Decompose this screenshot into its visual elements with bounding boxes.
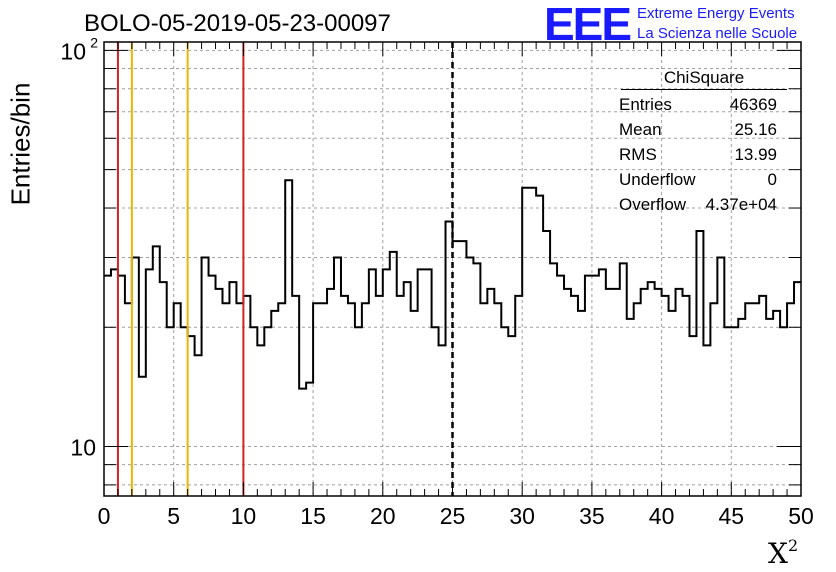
stats-row-overflow: Overflow 4.37e+04	[619, 195, 777, 214]
x-tick-label: 5	[167, 503, 180, 529]
x-tick-label: 10	[231, 503, 257, 529]
logo-line-2: La Scienza nelle Scuole	[637, 25, 798, 42]
stats-row-rms: RMS 13.99	[619, 145, 777, 164]
x-tick-label: 15	[300, 503, 326, 529]
x-axis-label-base: X	[768, 537, 788, 570]
stats-row-mean: Mean 25.16	[619, 120, 777, 139]
stats-title: ChiSquare	[621, 68, 787, 90]
stats-row-underflow: Underflow 0	[619, 170, 777, 189]
plot-title: BOLO-05-2019-05-23-00097	[84, 10, 391, 37]
y-axis-label: Entries/bin	[5, 82, 36, 206]
y-tick-label: 10	[70, 435, 96, 461]
y-tick-label-sup: 2	[90, 34, 98, 50]
x-tick-label: 50	[788, 503, 814, 529]
stats-box: ChiSquare Entries 46369 Mean 25.16 RMS 13.9…	[611, 68, 787, 217]
y-axis-label-wrap: Entries/bin	[2, 83, 40, 206]
x-axis-label: X2	[768, 536, 798, 570]
x-tick-label: 20	[370, 503, 396, 529]
x-axis-label-sup: 2	[787, 536, 799, 555]
logo-line-1: Extreme Energy Events	[637, 5, 795, 22]
x-tick-label: 45	[719, 503, 745, 529]
y-tick-label: 10	[60, 38, 86, 64]
histogram-line	[104, 179, 801, 390]
eee-logo: EEE	[544, 0, 632, 50]
x-tick-label: 35	[579, 503, 605, 529]
x-tick-label: 25	[440, 503, 466, 529]
x-tick-label: 0	[98, 503, 111, 529]
x-tick-label: 30	[509, 503, 535, 529]
stats-row-entries: Entries 46369	[619, 95, 777, 114]
x-tick-label: 40	[649, 503, 675, 529]
